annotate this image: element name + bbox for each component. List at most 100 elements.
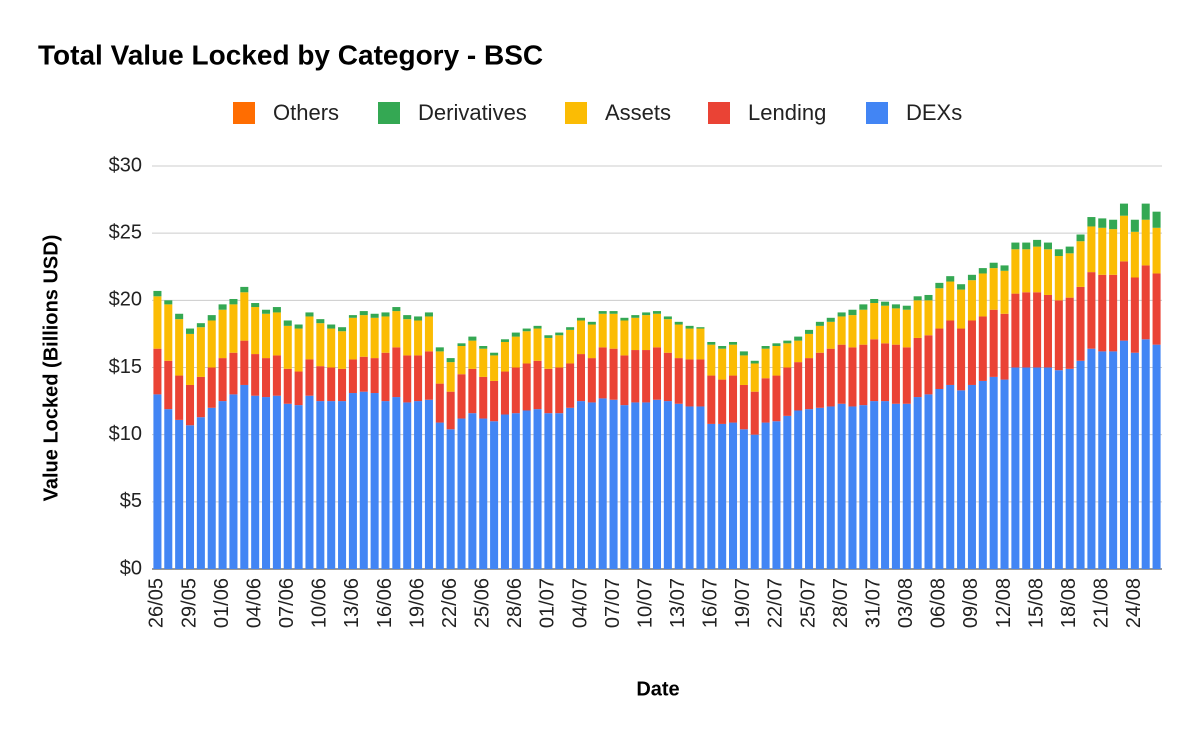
bar-segment: [164, 300, 173, 305]
x-tick-label: 07/06: [276, 578, 298, 628]
bar-segment: [1119, 203, 1129, 216]
x-tick-label: 25/07: [797, 578, 819, 628]
x-tick-label: 01/07: [537, 578, 559, 628]
bar-segment: [576, 317, 585, 321]
bar-segment: [175, 375, 184, 420]
bar-segment: [1119, 261, 1129, 341]
bar-segment: [348, 317, 357, 360]
bar-segment: [1022, 292, 1031, 368]
bar-segment: [1141, 339, 1150, 569]
bar-segment: [272, 312, 281, 356]
bar-segment: [913, 397, 922, 569]
bar-segment: [468, 368, 477, 414]
x-tick-label: 31/07: [862, 578, 884, 628]
bar-segment: [424, 316, 433, 352]
bar-segment: [338, 331, 347, 369]
bar-segment: [153, 348, 162, 395]
bar-segment: [1054, 370, 1063, 569]
bar-segment: [1043, 367, 1052, 569]
legend-swatch: [565, 102, 587, 124]
bar-segment: [707, 423, 716, 569]
bar-segment: [729, 375, 738, 423]
bar-segment: [685, 406, 694, 569]
legend-swatch: [233, 102, 255, 124]
bar-segment: [1087, 348, 1096, 569]
bar-segment: [685, 328, 694, 360]
bar-segment: [924, 300, 933, 336]
bar-segment: [837, 403, 846, 569]
bar-segment: [196, 376, 205, 418]
bar-segment: [359, 315, 368, 357]
bar-segment: [414, 316, 423, 321]
bar-segment: [1087, 217, 1096, 227]
x-tick-label: 19/07: [732, 578, 754, 628]
bar-segment: [294, 328, 303, 372]
bar-segment: [739, 384, 748, 430]
bar-segment: [522, 363, 531, 411]
x-tick-label: 24/08: [1123, 578, 1145, 628]
bar-segment: [946, 281, 955, 321]
bar-segment: [511, 332, 520, 337]
legend-label: Lending: [748, 100, 826, 125]
bar-segment: [967, 320, 976, 385]
bar-segment: [359, 356, 368, 392]
y-tick-label: $5: [120, 490, 142, 512]
bar-segment: [1000, 270, 1009, 314]
bar-segment: [338, 327, 347, 332]
bar-segment: [1054, 256, 1063, 301]
bar-segment: [1054, 300, 1063, 371]
bar-segment: [381, 312, 390, 317]
bar-segment: [1033, 239, 1042, 247]
bar-segment: [772, 375, 781, 422]
bar-segment: [500, 341, 509, 372]
bar-segment: [696, 406, 705, 569]
legend-label: Derivatives: [418, 100, 527, 125]
bar-segment: [620, 405, 629, 569]
bar-segment: [815, 321, 824, 326]
bar-segment: [435, 351, 444, 384]
bar-segment: [674, 321, 683, 325]
bar-segment: [457, 374, 466, 419]
bar-segment: [631, 402, 640, 569]
bar-segment: [837, 344, 846, 404]
bar-segment: [185, 328, 195, 334]
bar-segment: [283, 403, 292, 569]
bar-segment: [978, 380, 987, 569]
bar-segment: [815, 352, 824, 408]
bar-segment: [229, 394, 238, 569]
bar-segment: [392, 397, 401, 569]
bar-segment: [1054, 249, 1063, 257]
bar-segment: [457, 343, 466, 347]
bar-segment: [989, 309, 998, 377]
bar-segment: [500, 339, 509, 342]
bar-segment: [631, 315, 640, 318]
bar-segment: [870, 339, 879, 402]
bar-segment: [446, 391, 455, 430]
bar-segment: [739, 351, 748, 356]
bar-segment: [1043, 249, 1052, 295]
x-tick-label: 10/06: [309, 578, 331, 628]
bar-segment: [957, 289, 966, 329]
bar-segment: [511, 367, 520, 414]
y-tick-label: $15: [109, 356, 142, 378]
bar-segment: [272, 355, 281, 396]
bar-segment: [696, 328, 705, 360]
bar-segment: [783, 343, 792, 368]
bar-segment: [609, 311, 618, 314]
bar-segment: [403, 402, 412, 569]
bar-segment: [902, 403, 911, 569]
bar-segment: [902, 305, 911, 310]
bar-segment: [381, 316, 390, 353]
bar-segment: [153, 394, 162, 569]
bar-segment: [913, 296, 922, 301]
bar-segment: [891, 304, 900, 309]
bar-segment: [229, 304, 238, 353]
bar-segment: [859, 344, 868, 406]
bar-segment: [946, 384, 955, 569]
bar-segment: [370, 317, 379, 359]
bar-segment: [957, 328, 966, 391]
bar-segment: [316, 323, 325, 367]
bar-segment: [218, 358, 227, 402]
bar-segment: [663, 316, 672, 320]
bar-segment: [967, 280, 976, 321]
